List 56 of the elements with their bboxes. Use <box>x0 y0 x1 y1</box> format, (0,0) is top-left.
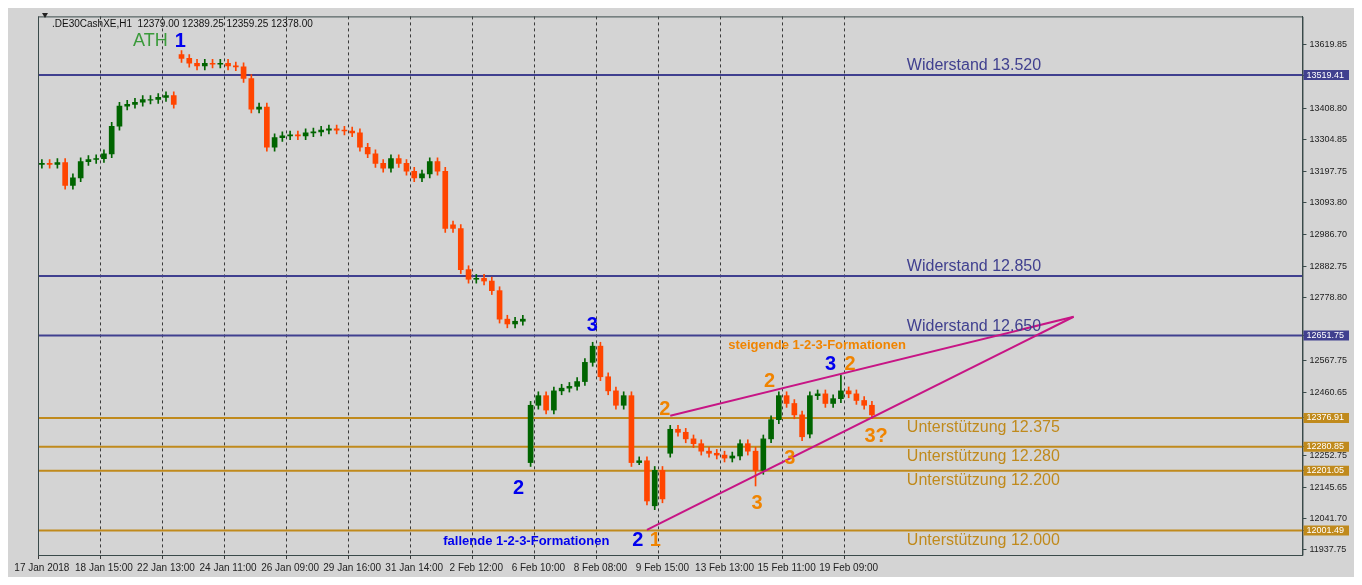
y-tick-label: 12041.70 <box>1309 512 1348 523</box>
y-tick-label: 13519.41 <box>1306 69 1345 80</box>
y-tick-label: 12145.65 <box>1309 481 1348 492</box>
y-tick-label: 13408.80 <box>1309 102 1348 113</box>
y-tick-label: 12201.05 <box>1306 465 1345 476</box>
ref-line-label: Widerstand 12.850 <box>906 257 1042 275</box>
x-tick-label: 8 Feb 08:00 <box>573 561 628 573</box>
x-tick-label: 19 Feb 09:00 <box>819 561 879 573</box>
x-tick-label: 15 Feb 11:00 <box>757 561 817 573</box>
annotation: 2 <box>632 528 644 551</box>
chart-title: .DE30CashXE,H1 12379.00 12389.25 12359.25 12378.00 <box>52 18 314 30</box>
x-tick-label: 31 Jan 14:00 <box>385 561 444 573</box>
y-tick-label: 12280.85 <box>1306 441 1345 452</box>
ref-line-label: Unterstützung 12.375 <box>906 418 1060 436</box>
y-tick-label: 12252.75 <box>1309 449 1348 460</box>
x-tick-label: 22 Jan 13:00 <box>137 561 196 573</box>
annotation: 2 <box>763 369 776 392</box>
x-tick-label: 29 Jan 16:00 <box>323 561 382 573</box>
x-tick-label: 9 Feb 15:00 <box>635 561 690 573</box>
y-tick-label: 12460.65 <box>1309 387 1348 398</box>
annotation: 1 <box>174 28 186 51</box>
annotation: 3 <box>751 490 763 513</box>
ref-line-label: Unterstützung 12.200 <box>906 471 1060 489</box>
annotation: steigende 1-2-3-Formationen <box>728 337 906 353</box>
x-tick-label: 24 Jan 11:00 <box>199 561 258 573</box>
x-tick-label: 13 Feb 13:00 <box>695 561 755 573</box>
y-tick-label: 11937.75 <box>1309 544 1347 555</box>
annotation: 3? <box>864 423 888 446</box>
ref-line-label: Unterstützung 12.000 <box>906 530 1060 548</box>
ref-line-label: Unterstützung 12.280 <box>906 447 1060 465</box>
x-tick-label: 6 Feb 10:00 <box>511 561 566 573</box>
annotation: 1 <box>649 528 661 551</box>
annotation: fallende 1-2-3-Formationen <box>443 533 610 549</box>
y-tick-label: 12567.75 <box>1309 355 1348 366</box>
y-tick-label: 12882.75 <box>1309 260 1348 271</box>
x-tick-label: 2 Feb 12:00 <box>449 561 504 573</box>
ref-line-label: Widerstand 12.650 <box>906 316 1042 334</box>
y-tick-label: 13619.85 <box>1309 39 1348 50</box>
y-tick-label: 13304.85 <box>1309 133 1348 144</box>
annotation: 3 <box>825 352 837 375</box>
x-tick-label: 26 Jan 09:00 <box>261 561 320 573</box>
annotation: 3 <box>586 312 598 335</box>
y-tick-label: 13197.75 <box>1309 166 1348 177</box>
y-tick-label: 12001.49 <box>1306 525 1345 536</box>
annotation: 2 <box>659 397 671 420</box>
ref-line-label: Widerstand 13.520 <box>906 56 1042 74</box>
y-tick-label: 12651.75 <box>1306 329 1345 340</box>
y-tick-label: 12376.91 <box>1306 412 1345 423</box>
y-tick-label: 12986.70 <box>1309 229 1348 240</box>
annotation: ATH <box>133 30 168 51</box>
y-tick-label: 13093.80 <box>1309 197 1348 208</box>
annotation: 2 <box>844 352 856 375</box>
annotation: 2 <box>513 475 525 498</box>
x-tick-label: 18 Jan 15:00 <box>75 561 134 573</box>
x-tick-label: 17 Jan 2018 <box>14 561 70 573</box>
y-tick-label: 12778.80 <box>1309 291 1348 302</box>
